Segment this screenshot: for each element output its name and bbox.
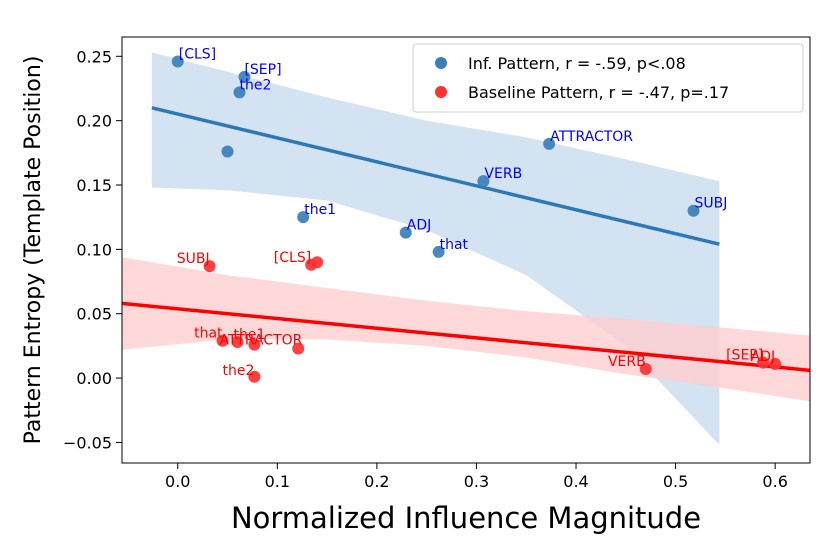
x-tick-label: 0.2 xyxy=(364,472,389,491)
inf-pattern-point-label: [CLS] xyxy=(179,46,216,62)
inf-pattern-point-label: ADJ xyxy=(407,218,432,234)
inf-pattern-point xyxy=(477,175,490,188)
inf-pattern-confidence-band xyxy=(151,52,720,446)
legend-box xyxy=(412,43,804,113)
x-tick-label: 0.0 xyxy=(165,472,190,491)
x-axis-label: Normalized Influence Magnitude xyxy=(231,501,701,535)
baseline-pattern-point xyxy=(639,363,652,376)
y-tick-label: 0.00 xyxy=(76,369,112,388)
baseline-pattern-confidence-band xyxy=(122,257,810,402)
inf-pattern-point-label: that xyxy=(440,237,469,253)
y-tick-label: −0.05 xyxy=(63,433,112,452)
inf-pattern-point xyxy=(297,211,310,224)
baseline-pattern-point xyxy=(248,338,261,351)
baseline-pattern-point-label: ADJ xyxy=(751,349,776,365)
baseline-pattern-point xyxy=(757,356,770,369)
point-labels: [CLS][SEP]the2ATTRACTORVERBSUBJthe1ADJth… xyxy=(177,46,775,378)
baseline-pattern-regression-line xyxy=(122,301,810,373)
inf-pattern-point-label: VERB xyxy=(484,166,522,182)
inf-pattern-point xyxy=(238,70,251,83)
inf-pattern-point xyxy=(399,226,412,239)
data-points xyxy=(171,55,782,383)
y-axis-label: Pattern Entropy (Template Position) xyxy=(21,56,46,445)
baseline-pattern-point-label: ATTRACTOR xyxy=(220,333,303,349)
inf-pattern-point xyxy=(432,245,445,258)
y-tick-label: 0.25 xyxy=(76,47,112,66)
inf-pattern-point xyxy=(171,55,184,68)
inf-pattern-point-label: the2 xyxy=(239,77,271,93)
baseline-pattern-point-label: SUBJ xyxy=(177,251,210,267)
inf-pattern-point xyxy=(543,137,556,150)
y-tick-label: 0.20 xyxy=(76,112,112,131)
x-tick-label: 0.4 xyxy=(563,472,588,491)
inf-pattern-point xyxy=(233,86,246,99)
x-axis-ticks: 0.0 0.1 0.2 0.3 0.4 0.5 0.6 xyxy=(165,463,788,491)
x-tick-label: 0.1 xyxy=(265,472,290,491)
x-tick-label: 0.5 xyxy=(663,472,688,491)
baseline-pattern-point-label: VERB xyxy=(608,354,646,370)
legend-marker-inf-pattern xyxy=(435,57,447,69)
y-tick-label: 0.15 xyxy=(76,176,112,195)
baseline-pattern-point xyxy=(248,370,261,383)
baseline-pattern-point-label: the1 xyxy=(233,327,265,343)
regression-lines xyxy=(122,106,810,373)
baseline-pattern-point xyxy=(216,334,229,347)
inf-pattern-point-label: the1 xyxy=(304,202,336,218)
y-tick-label: 0.10 xyxy=(76,240,112,259)
confidence-bands xyxy=(122,52,810,446)
inf-pattern-point-label: SUBJ xyxy=(695,196,728,212)
baseline-pattern-point xyxy=(203,260,216,273)
baseline-pattern-point xyxy=(292,342,305,355)
plot-frame xyxy=(121,36,811,464)
legend: Inf. Pattern, r = -.59, p<.08 Baseline P… xyxy=(412,43,804,113)
baseline-pattern-point xyxy=(311,256,324,269)
baseline-pattern-point-label: [SEP] xyxy=(726,348,763,364)
legend-marker-baseline-pattern xyxy=(435,86,447,98)
baseline-pattern-point xyxy=(231,336,244,349)
x-tick-label: 0.3 xyxy=(464,472,489,491)
inf-pattern-regression-line xyxy=(151,106,720,246)
inf-pattern-point-label: ATTRACTOR xyxy=(550,129,633,145)
y-axis-ticks: −0.05 0.00 0.05 0.10 0.15 0.20 0.25 xyxy=(63,47,122,452)
baseline-pattern-point xyxy=(769,357,782,370)
baseline-pattern-point-label: [CLS] xyxy=(274,250,311,266)
x-tick-label: 0.6 xyxy=(762,472,787,491)
inf-pattern-point-label: [SEP] xyxy=(244,62,281,78)
inf-pattern-point xyxy=(687,204,700,217)
legend-label-inf-pattern: Inf. Pattern, r = -.59, p<.08 xyxy=(468,54,686,73)
legend-label-baseline-pattern: Baseline Pattern, r = -.47, p=.17 xyxy=(468,83,729,102)
y-tick-label: 0.05 xyxy=(76,305,112,324)
inf-pattern-point xyxy=(221,145,234,158)
baseline-pattern-point-label: that xyxy=(194,326,223,342)
baseline-pattern-point-label: the2 xyxy=(223,363,255,379)
